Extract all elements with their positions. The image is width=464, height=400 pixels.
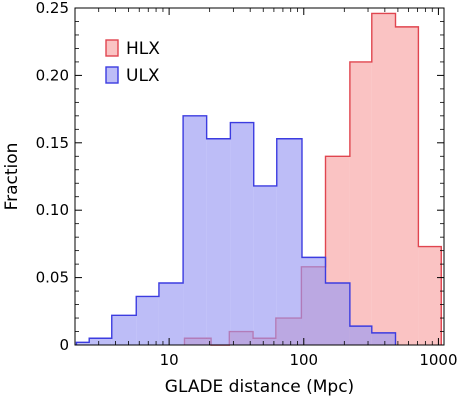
y-tick-label: 0.05 bbox=[36, 269, 69, 287]
ticks-layer: 10 100 1000 0 0.05 0.10 0.15 0.20 0.25 bbox=[36, 0, 458, 369]
legend: HLX ULX bbox=[105, 39, 160, 86]
legend-label-ulx: ULX bbox=[126, 66, 160, 86]
hlx-bin-9 bbox=[395, 26, 419, 345]
x-tick-label: 100 bbox=[289, 351, 318, 369]
y-tick-label: 0.15 bbox=[36, 134, 69, 152]
y-tick-label: 0 bbox=[59, 336, 69, 354]
ulx-bin-5 bbox=[183, 115, 207, 345]
ulx-outline bbox=[75, 115, 397, 345]
ulx-bin-11 bbox=[325, 282, 350, 345]
ulx-bin-6 bbox=[206, 138, 231, 345]
x-tick-label: 1000 bbox=[419, 351, 457, 369]
plot-frame bbox=[74, 7, 445, 346]
y-tick-label: 0.20 bbox=[36, 66, 69, 84]
legend-swatch-hlx bbox=[105, 39, 119, 57]
x-tick-label: 10 bbox=[160, 351, 179, 369]
ulx-bin-2 bbox=[111, 315, 137, 345]
ulx-bin-10 bbox=[301, 257, 326, 345]
legend-swatch-ulx bbox=[105, 66, 119, 84]
ulx-bin-12 bbox=[349, 326, 372, 345]
y-tick-label: 0.10 bbox=[36, 201, 69, 219]
legend-label-hlx: HLX bbox=[126, 39, 160, 59]
series-layer bbox=[75, 12, 442, 346]
y-tick-label: 0.25 bbox=[36, 0, 69, 17]
series-ulx bbox=[75, 115, 397, 345]
hlx-bin-8 bbox=[371, 13, 396, 346]
ulx-bin-13 bbox=[371, 332, 396, 345]
ulx-bin-8 bbox=[253, 185, 277, 345]
ulx-bin-0 bbox=[76, 342, 90, 345]
x-axis-title: GLADE distance (Mpc) bbox=[165, 377, 354, 397]
ulx-bin-1 bbox=[89, 338, 112, 345]
hlx-bin-7 bbox=[349, 61, 372, 346]
y-axis-title: Fraction bbox=[2, 143, 22, 211]
ulx-bin-7 bbox=[230, 122, 254, 345]
ulx-bin-4 bbox=[158, 282, 184, 345]
ulx-bin-3 bbox=[136, 296, 159, 345]
hlx-bin-10 bbox=[418, 246, 442, 345]
ulx-bin-9 bbox=[276, 138, 302, 345]
